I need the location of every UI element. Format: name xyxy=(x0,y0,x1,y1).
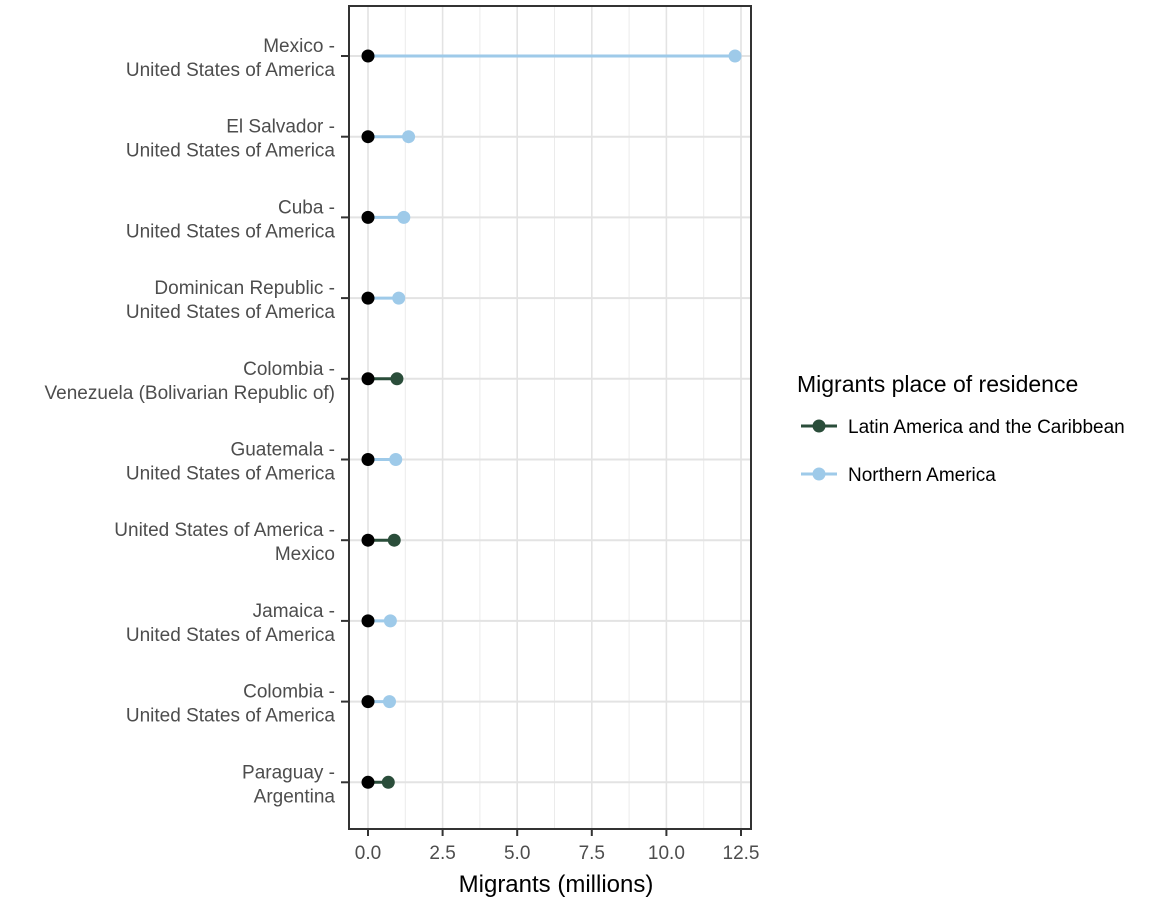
x-axis-title: Migrants (millions) xyxy=(459,871,654,898)
end-point xyxy=(390,372,404,386)
plot-panel-border xyxy=(348,5,752,830)
y-tick-label: United States of America - xyxy=(114,520,335,541)
x-tick-label: 5.0 xyxy=(504,843,530,864)
end-point xyxy=(728,49,742,63)
start-point xyxy=(361,210,375,224)
x-tick-label: 7.5 xyxy=(579,843,605,864)
start-point xyxy=(361,291,375,305)
end-point xyxy=(389,453,403,466)
y-tick-label: Mexico xyxy=(275,544,335,565)
legend-entry-label: Northern America xyxy=(848,465,996,486)
end-point xyxy=(387,533,401,547)
end-point xyxy=(383,614,397,628)
end-point xyxy=(392,291,406,305)
start-point xyxy=(361,49,375,63)
y-tick-label: Argentina xyxy=(254,786,336,807)
y-tick-label: Paraguay - xyxy=(242,762,335,783)
grid-lines xyxy=(349,6,751,829)
start-point xyxy=(361,775,375,789)
y-tick-label: United States of America xyxy=(126,141,336,162)
x-tick-label: 12.5 xyxy=(723,843,760,864)
y-tick-label: Venezuela (Bolivarian Republic of) xyxy=(45,383,335,404)
y-tick-label: Jamaica - xyxy=(253,601,335,622)
end-point xyxy=(381,775,395,789)
start-point xyxy=(361,533,375,547)
x-tick-label: 2.5 xyxy=(429,843,455,864)
x-tick-label: 0.0 xyxy=(355,843,381,864)
legend-title: Migrants place of residence xyxy=(797,371,1078,397)
x-axis: 0.0 2.5 5.0 7.5 10.0 12.5 xyxy=(355,829,760,864)
series-segments xyxy=(361,49,742,789)
y-tick-label: United States of America xyxy=(126,625,336,646)
y-tick-label: United States of America xyxy=(126,302,336,323)
legend-key-point xyxy=(812,467,826,481)
end-point xyxy=(402,130,416,144)
y-tick-label: Mexico - xyxy=(263,36,335,57)
y-tick-label: Cuba - xyxy=(278,197,335,218)
x-tick-label: 10.0 xyxy=(648,843,685,864)
start-point xyxy=(361,453,375,466)
y-tick-label: Dominican Republic - xyxy=(154,278,335,299)
legend: Migrants place of residence Latin Americ… xyxy=(797,371,1125,486)
y-axis: Mexico - United States of America El Salva… xyxy=(45,36,349,807)
y-tick-label: United States of America xyxy=(126,221,336,242)
legend-key-point xyxy=(812,419,826,433)
end-point xyxy=(382,695,396,709)
y-tick-label: Guatemala - xyxy=(230,440,335,461)
start-point xyxy=(361,130,375,144)
legend-entry-label: Latin America and the Caribbean xyxy=(848,417,1125,438)
y-tick-label: El Salvador - xyxy=(226,117,335,138)
start-point xyxy=(361,695,375,709)
y-tick-label: Colombia - xyxy=(243,359,335,380)
y-tick-label: United States of America xyxy=(126,464,336,485)
start-point xyxy=(361,614,375,628)
y-tick-label: Colombia - xyxy=(243,682,335,703)
end-point xyxy=(397,210,411,224)
start-point xyxy=(361,372,375,386)
y-tick-label: United States of America xyxy=(126,706,336,727)
y-tick-label: United States of America xyxy=(126,60,336,81)
